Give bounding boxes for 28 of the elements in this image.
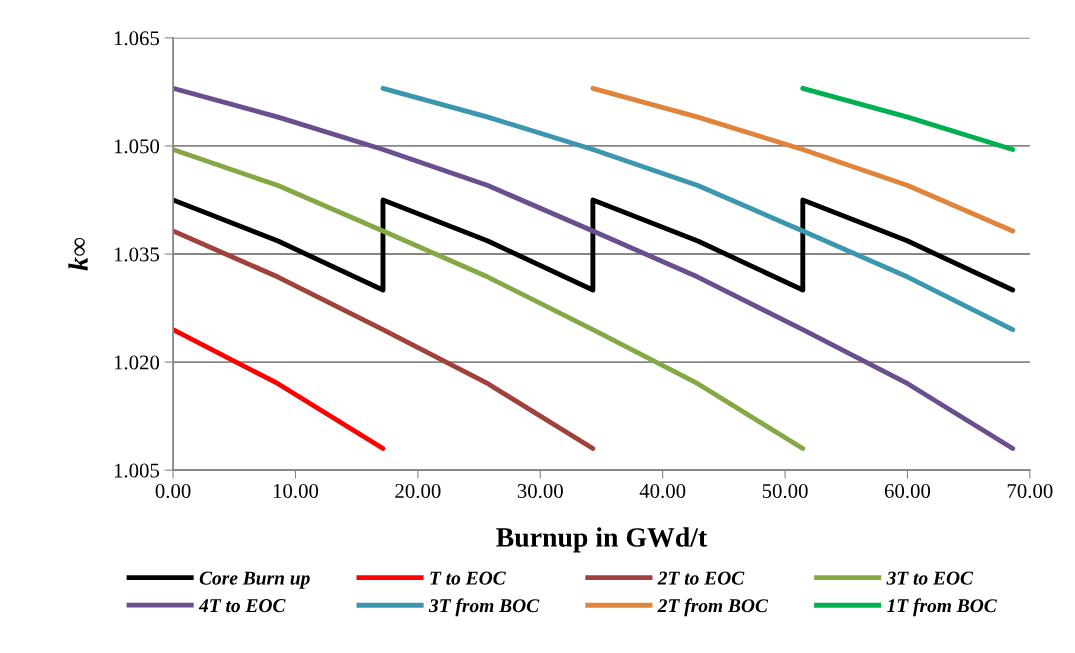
legend-label: Core Burn up: [199, 571, 310, 589]
x-tick-label: 40.00: [639, 483, 686, 499]
y-tick-label: 1.065: [114, 31, 160, 46]
line-series: [380, 85, 1016, 333]
y-tick-label: 1.050: [114, 139, 160, 154]
legend-label: T to EOC: [430, 571, 506, 585]
line-series: [173, 147, 806, 451]
x-tick-label: 20.00: [395, 483, 441, 499]
x-tick-label: 30.00: [517, 483, 563, 499]
x-tick-label: 70.00: [1007, 483, 1053, 499]
line-series: [590, 85, 1016, 234]
line-series: [173, 85, 1016, 451]
x-tick-label: 0.00: [155, 483, 191, 499]
x-tick-label: 50.00: [762, 483, 808, 499]
x-tick-label: 60.00: [884, 483, 931, 499]
legend-label: 1T from BOC: [887, 598, 997, 617]
x-axis-title: Burnup in GWd/t: [496, 527, 708, 553]
x-tick-label: 10.00: [273, 483, 319, 499]
legend-label: 3T from BOC: [428, 598, 540, 617]
y-tick-label: 1.020: [114, 355, 160, 370]
legend-label: 3T to EOC: [886, 571, 974, 585]
y-tick-label: 1.005: [114, 463, 160, 478]
y-axis-title: k∞: [68, 237, 88, 271]
line-series: [173, 228, 596, 451]
legend-label: 2T from BOC: [657, 598, 769, 617]
legend-label: 2T to EOC: [657, 571, 745, 585]
legend-label: 4T to EOC: [198, 599, 286, 613]
y-tick-label: 1.035: [114, 247, 160, 262]
